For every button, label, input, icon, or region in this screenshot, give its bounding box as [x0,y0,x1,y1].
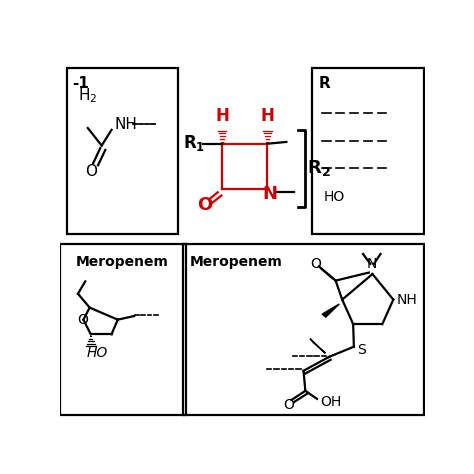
Text: $\mathbf{R_1}$: $\mathbf{R_1}$ [182,133,205,153]
Text: N: N [263,185,277,203]
Text: N: N [366,257,377,271]
Text: H: H [215,107,229,125]
Text: S: S [357,343,365,356]
Text: Meropenem: Meropenem [76,255,169,269]
Text: HO: HO [86,346,108,359]
Text: $\mathrm{H_2}$: $\mathrm{H_2}$ [78,86,97,105]
Text: H: H [260,107,274,125]
Text: Meropenem: Meropenem [190,255,283,269]
Text: O: O [85,164,97,179]
Text: NH: NH [114,117,137,132]
Bar [312,68,424,234]
Text: $\mathbf{R_2}$: $\mathbf{R_2}$ [307,158,330,178]
Bar [182,245,424,415]
Text: O: O [310,257,321,271]
Text: NH: NH [397,292,418,307]
Text: -1: -1 [73,76,90,91]
Text: O: O [77,313,88,327]
Text: O: O [197,196,212,214]
Bar [67,68,178,234]
Text: O: O [283,398,294,412]
Text: OH: OH [321,395,342,409]
Polygon shape [310,338,326,353]
Polygon shape [322,304,339,317]
Text: HO: HO [323,191,345,204]
Text: R: R [319,76,330,91]
Bar [61,245,186,415]
